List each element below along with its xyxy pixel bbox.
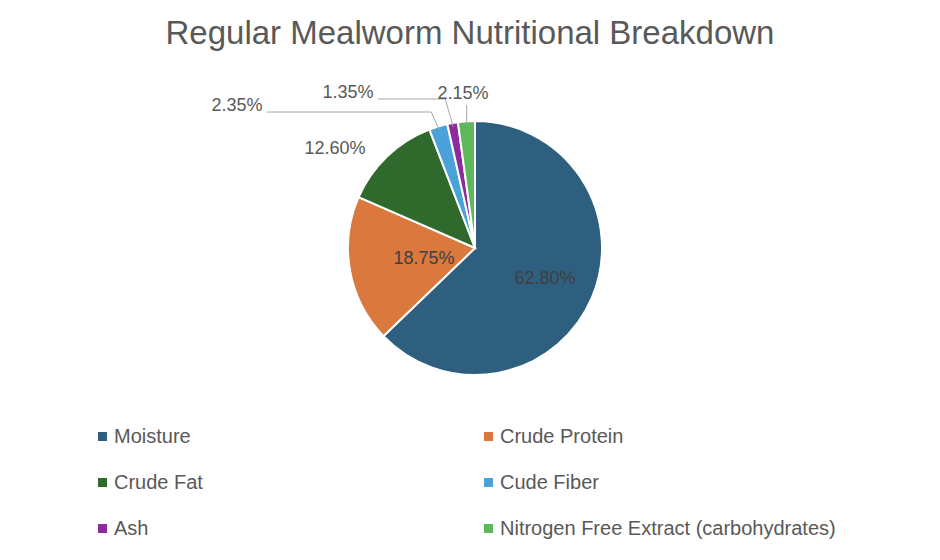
svg-text:12.60%: 12.60% bbox=[304, 138, 365, 158]
svg-text:2.35%: 2.35% bbox=[211, 95, 262, 115]
html-text:Nitrogen Free Extract (carbohy: Nitrogen Free Extract (carbohydrates) bbox=[500, 516, 836, 539]
html-text:Crude Fat: Crude Fat bbox=[114, 470, 203, 493]
html-text:Cude Fiber: Cude Fiber bbox=[500, 470, 599, 493]
html-text:Ash: Ash bbox=[114, 516, 149, 539]
svg-text:18.75%: 18.75% bbox=[393, 248, 454, 268]
svg-text:1.35%: 1.35% bbox=[322, 82, 373, 102]
svg-text:2.15%: 2.15% bbox=[437, 83, 488, 103]
svg-text:62.80%: 62.80% bbox=[514, 268, 575, 288]
html-text:Moisture: Moisture bbox=[114, 424, 191, 447]
html-text:Crude Protein: Crude Protein bbox=[500, 424, 624, 447]
html-text:Regular Mealworm Nutritional B: Regular Mealworm Nutritional Breakdown bbox=[165, 14, 775, 51]
